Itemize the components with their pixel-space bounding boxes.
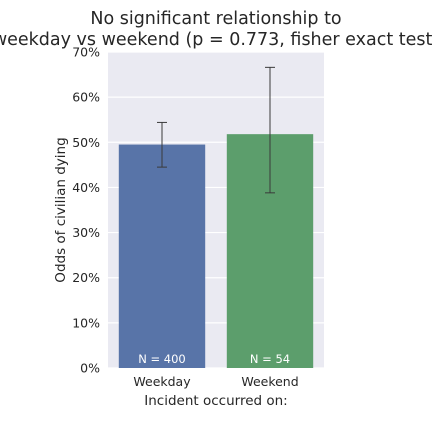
y-tick-label: 50% <box>72 135 100 150</box>
error-bars <box>157 66 275 194</box>
bar-label-weekday: N = 400 <box>138 352 186 366</box>
chart-title-line-1: No significant relationship to <box>90 9 341 29</box>
y-tick-label: 20% <box>72 270 100 285</box>
y-tick-label: 10% <box>72 315 100 330</box>
y-tick-label: 70% <box>72 45 100 60</box>
y-tick-label: 0% <box>80 361 100 376</box>
y-axis-ticks: 0% 10% 20% 30% 40% 50% 60% 70% <box>72 45 100 376</box>
x-axis-label: Incident occurred on: <box>144 393 287 409</box>
x-tick-label: Weekday <box>133 374 191 389</box>
bars <box>118 134 314 368</box>
x-tick-label: Weekend <box>241 374 298 389</box>
y-tick-label: 40% <box>72 180 100 195</box>
x-axis-ticks: Weekday Weekend <box>133 374 298 389</box>
y-tick-label: 30% <box>72 225 100 240</box>
bar-labels: N = 400 N = 54 <box>138 352 290 366</box>
y-tick-label: 60% <box>72 90 100 105</box>
bar-weekday <box>118 144 206 368</box>
y-axis-label: Odds of civilian dying <box>53 137 69 282</box>
bar-label-weekend: N = 54 <box>250 352 290 366</box>
chart-title-line-2: weekday vs weekend (p = 0.773, fisher ex… <box>0 30 432 50</box>
